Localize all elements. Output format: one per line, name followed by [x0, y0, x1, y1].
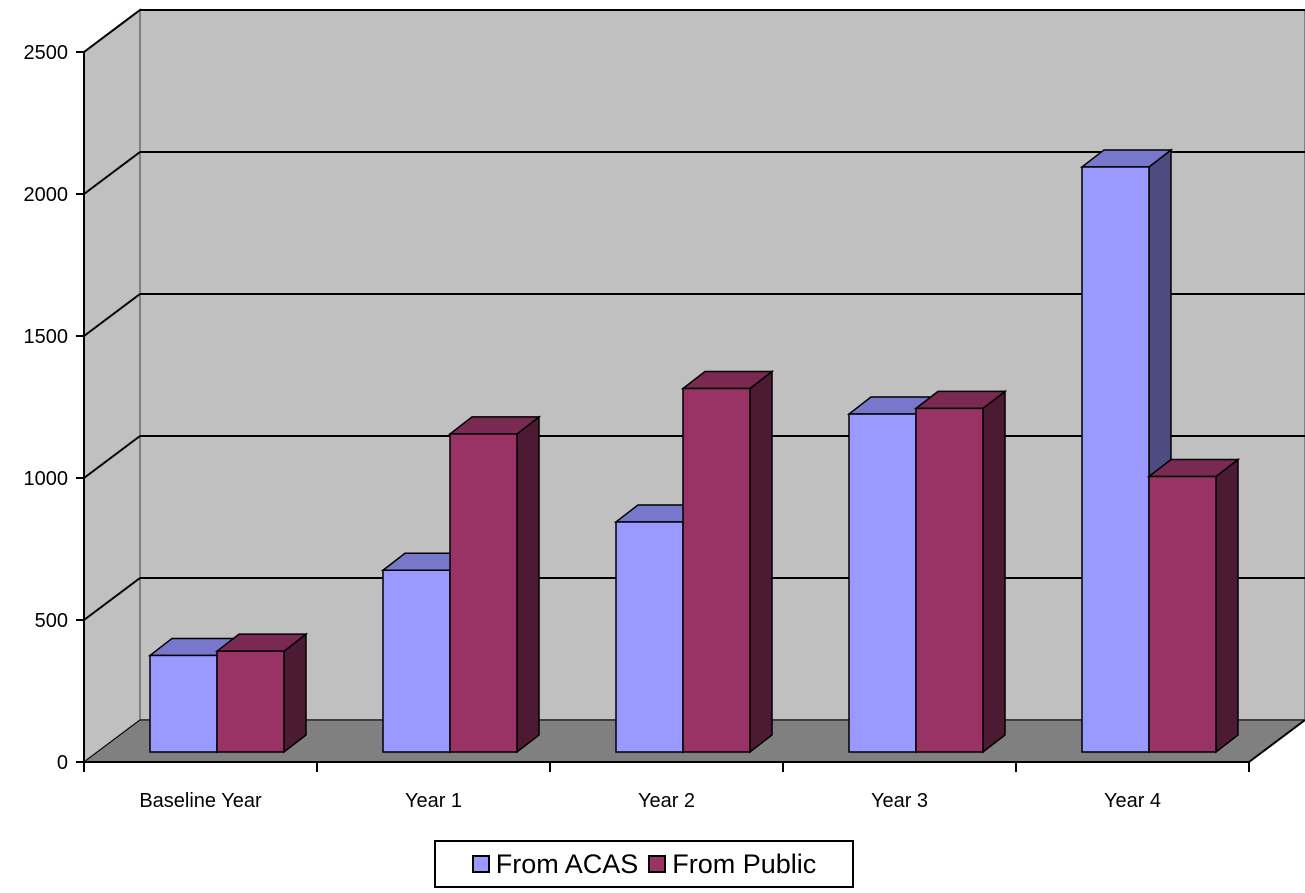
x-tick-label: Year 1 — [405, 790, 462, 812]
gridline-side — [83, 9, 141, 53]
legend-item-public: From Public — [648, 849, 816, 880]
bar — [848, 413, 917, 753]
bar-side — [283, 632, 307, 754]
bar — [615, 521, 684, 753]
bar — [382, 569, 451, 753]
y-tick-label: 1500 — [24, 326, 69, 348]
x-axis: Baseline Year Year 1 Year 2 Year 3 Year 4 — [83, 719, 1305, 812]
x-tick-label: Year 4 — [1104, 790, 1161, 812]
bar-side — [516, 415, 540, 754]
x-tick-label: Year 2 — [638, 790, 695, 812]
y-axis: 0 500 1000 1500 2000 2500 — [24, 42, 85, 774]
bars — [147, 148, 1241, 754]
bar-side — [1215, 457, 1239, 754]
bar — [1148, 475, 1217, 753]
chart-side-wall — [83, 8, 141, 764]
y-tick-label: 0 — [57, 752, 68, 774]
x-tick-label: Baseline Year — [139, 790, 262, 812]
bar — [149, 654, 218, 753]
y-tick-label: 500 — [35, 610, 68, 632]
legend-label-acas: From ACAS — [495, 848, 639, 879]
legend-label-public: From Public — [672, 848, 817, 879]
legend-swatch-public — [648, 855, 667, 873]
bar-side — [749, 369, 773, 754]
gridline-side — [83, 151, 141, 195]
y-tick-label: 1000 — [24, 468, 69, 490]
gridline-side — [83, 435, 141, 479]
bar — [1081, 166, 1150, 753]
bar-side — [982, 389, 1006, 754]
x-axis-depth-line — [1248, 719, 1305, 763]
bar — [915, 407, 984, 753]
bar — [216, 650, 285, 753]
y-tick-label: 2000 — [24, 184, 69, 206]
legend-swatch-acas — [471, 855, 490, 873]
legend: From ACAS From Public — [434, 840, 854, 888]
gridline-side — [83, 293, 141, 337]
x-tick-label: Year 3 — [871, 790, 928, 812]
legend-item-acas: From ACAS — [471, 848, 639, 880]
bar — [682, 387, 751, 753]
gridline-side — [83, 577, 141, 621]
bar — [449, 433, 518, 753]
y-tick-label: 2500 — [24, 42, 69, 64]
